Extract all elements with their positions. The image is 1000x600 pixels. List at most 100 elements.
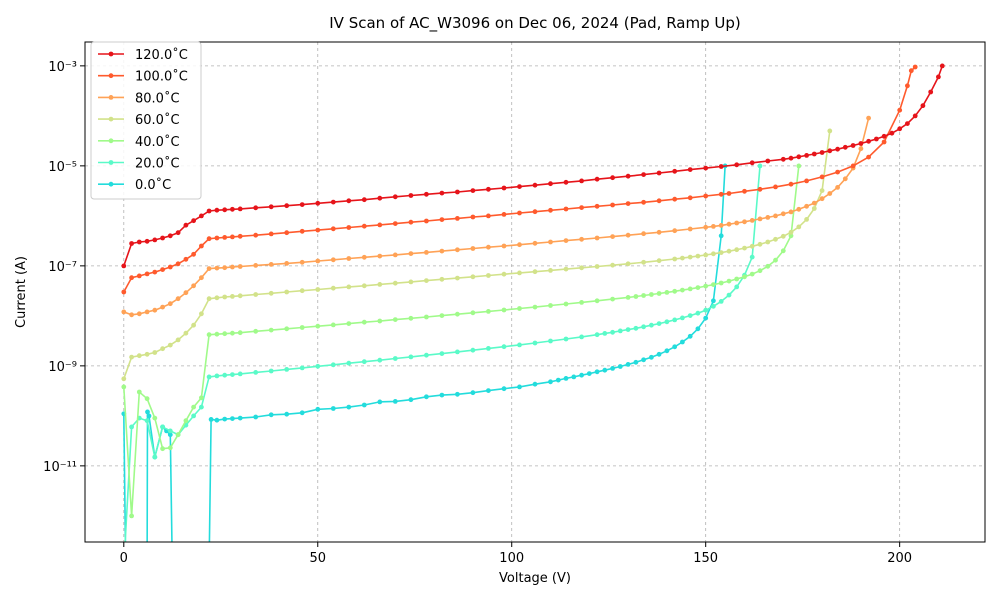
- data-point: [711, 282, 716, 287]
- data-point: [866, 115, 871, 121]
- data-point: [222, 372, 228, 378]
- data-point: [718, 299, 724, 304]
- data-point: [780, 211, 786, 217]
- data-point: [199, 213, 204, 219]
- data-point: [377, 282, 383, 287]
- data-point: [222, 207, 228, 213]
- data-point: [230, 330, 235, 336]
- y-tick-label: 10⁻¹¹: [43, 460, 77, 475]
- data-point: [230, 264, 235, 270]
- data-point: [152, 454, 158, 460]
- data-point: [424, 314, 429, 320]
- data-point: [144, 309, 150, 315]
- data-point: [501, 243, 507, 249]
- x-tick-label: 50: [309, 551, 326, 566]
- legend-label: 40.0˚C: [135, 134, 180, 150]
- legend-marker: [108, 51, 114, 57]
- data-point: [703, 315, 709, 321]
- data-point: [144, 238, 150, 244]
- data-point: [145, 409, 150, 415]
- legend-label: 20.0˚C: [135, 156, 180, 172]
- data-point: [470, 347, 476, 353]
- data-point: [299, 259, 305, 265]
- legend-marker: [108, 181, 114, 187]
- data-point: [625, 327, 631, 332]
- data-point: [672, 196, 678, 202]
- data-point: [129, 424, 135, 430]
- data-point: [641, 357, 646, 363]
- data-point: [811, 200, 817, 206]
- data-point: [718, 250, 724, 256]
- data-point: [284, 326, 290, 332]
- data-point: [742, 188, 747, 194]
- data-point: [330, 257, 336, 263]
- data-point: [268, 412, 274, 418]
- data-point: [804, 203, 809, 209]
- data-point: [695, 310, 701, 316]
- data-point: [579, 178, 584, 184]
- data-point: [579, 265, 584, 271]
- data-point: [167, 428, 173, 434]
- data-point: [680, 339, 685, 345]
- data-point: [121, 263, 127, 269]
- data-point: [819, 188, 825, 194]
- data-point: [617, 364, 623, 369]
- data-point: [121, 289, 127, 295]
- legend-label: 80.0˚C: [135, 90, 180, 106]
- data-point: [486, 309, 491, 314]
- data-point: [757, 186, 763, 192]
- data-point: [230, 372, 235, 377]
- data-point: [788, 233, 794, 239]
- data-point: [152, 415, 158, 421]
- data-point: [718, 280, 724, 286]
- data-point: [237, 206, 243, 212]
- data-point: [742, 245, 747, 251]
- data-point: [548, 303, 553, 308]
- data-point: [749, 243, 755, 249]
- data-point: [392, 194, 398, 200]
- data-point: [749, 218, 755, 223]
- data-point: [455, 247, 460, 253]
- data-point: [346, 198, 352, 204]
- data-point: [455, 216, 460, 221]
- data-point: [718, 191, 724, 197]
- data-point: [796, 154, 802, 160]
- y-tick-label: 10⁻⁷: [48, 260, 77, 275]
- data-point: [827, 148, 833, 154]
- data-point: [602, 331, 608, 336]
- data-point: [594, 332, 600, 338]
- data-point: [424, 250, 429, 255]
- data-point: [486, 186, 491, 192]
- data-point: [687, 195, 693, 201]
- data-point: [641, 172, 646, 178]
- data-point: [392, 399, 398, 404]
- data-point: [633, 294, 639, 299]
- chart-title: IV Scan of AC_W3096 on Dec 06, 2024 (Pad…: [329, 14, 740, 33]
- data-point: [563, 376, 569, 381]
- data-point: [284, 203, 290, 209]
- data-point: [711, 303, 716, 309]
- data-point: [214, 417, 220, 423]
- data-point: [649, 354, 654, 360]
- data-point: [486, 213, 491, 219]
- data-point: [346, 256, 352, 261]
- data-point: [858, 146, 864, 152]
- data-point: [788, 155, 794, 161]
- data-point: [695, 326, 701, 332]
- data-point: [749, 254, 755, 260]
- data-point: [548, 239, 553, 245]
- data-point: [641, 259, 646, 265]
- data-point: [299, 410, 305, 416]
- data-point: [160, 446, 166, 452]
- data-point: [330, 406, 336, 411]
- data-point: [152, 350, 158, 355]
- data-point: [773, 257, 778, 263]
- data-point: [214, 331, 220, 337]
- data-point: [455, 349, 460, 355]
- data-point: [610, 329, 615, 335]
- data-point: [548, 379, 553, 385]
- x-tick-label: 150: [693, 551, 718, 566]
- data-point: [850, 163, 856, 169]
- data-point: [517, 270, 522, 276]
- data-point: [718, 223, 724, 228]
